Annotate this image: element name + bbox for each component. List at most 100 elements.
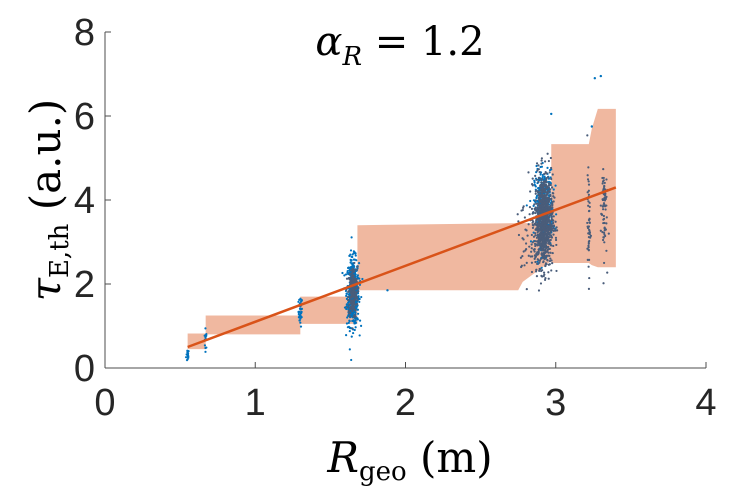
- scatter-point: [588, 239, 591, 243]
- scatter-point: [357, 286, 360, 289]
- scatter-point: [532, 248, 535, 251]
- scatter-point: [535, 210, 539, 213]
- scatter-point: [539, 244, 542, 247]
- scatter-point: [534, 260, 537, 264]
- scatter-point: [587, 189, 590, 192]
- scatter-cluster-9: [599, 168, 610, 285]
- scatter-point: [586, 221, 589, 225]
- scatter-point: [352, 274, 355, 277]
- scatter-point: [550, 224, 553, 227]
- scatter-point: [549, 244, 552, 247]
- scatter-point: [554, 236, 558, 239]
- scatter-point: [548, 199, 551, 202]
- scatter-point: [528, 245, 531, 248]
- scatter-point: [537, 289, 541, 292]
- scatter-point: [349, 305, 352, 309]
- scatter-point: [541, 219, 544, 222]
- scatter-point: [530, 261, 534, 264]
- scatter-point: [347, 321, 350, 324]
- scatter-point: [540, 191, 544, 194]
- scatter-point: [534, 190, 537, 193]
- scatter-point: [589, 234, 593, 237]
- scatter-point: [546, 217, 549, 220]
- scatter-point: [602, 176, 605, 180]
- scatter-point: [540, 177, 543, 181]
- scatter-point: [347, 307, 350, 311]
- scatter-point: [356, 299, 359, 302]
- scatter-point: [548, 184, 551, 187]
- scatter-point: [353, 251, 356, 254]
- scatter-point: [541, 226, 544, 230]
- scatter-point: [534, 234, 537, 237]
- scatter-point: [530, 250, 533, 253]
- scatter-point: [536, 227, 540, 230]
- scatter-point: [532, 235, 536, 238]
- scatter-point: [539, 173, 542, 176]
- scatter-point: [534, 174, 537, 177]
- scatter-point: [533, 183, 536, 186]
- scatter-point: [547, 207, 551, 211]
- scatter-point: [543, 181, 547, 184]
- scatter-point: [299, 325, 303, 328]
- scatter-point: [354, 303, 358, 306]
- scatter-point: [203, 344, 207, 347]
- scatter-point: [602, 221, 605, 225]
- scatter-point: [605, 216, 608, 219]
- scatter-point: [350, 335, 353, 338]
- scatter-point: [544, 172, 548, 175]
- scatter-point: [541, 193, 544, 196]
- scatter-point: [350, 266, 353, 269]
- scatter-point: [353, 311, 357, 314]
- scatter-point: [543, 172, 546, 176]
- scatter-point: [204, 350, 207, 353]
- scatter-point: [588, 205, 591, 209]
- scatter-point: [347, 312, 351, 315]
- scatter-point: [553, 196, 556, 199]
- scatter-point: [528, 205, 532, 209]
- scatter-point: [554, 184, 557, 187]
- scatter-point: [352, 315, 355, 318]
- x-axis-label: Rgeo (m): [326, 433, 492, 486]
- scatter-point: [601, 238, 605, 242]
- scatter-point: [540, 233, 543, 236]
- scatter-point: [552, 229, 555, 233]
- scatter-point: [547, 182, 550, 185]
- scatter-cluster-1: [203, 327, 208, 353]
- scatter-point: [550, 177, 553, 181]
- scatter-point: [601, 198, 604, 201]
- scatter-point: [348, 319, 351, 322]
- x-tick-label: 1: [245, 382, 266, 424]
- scatter-point: [540, 165, 544, 168]
- scatter-point: [534, 211, 537, 215]
- scatter-point: [543, 257, 547, 260]
- scatter-point: [541, 207, 544, 210]
- scatter-point: [542, 251, 546, 254]
- scatter-point: [602, 261, 606, 265]
- scatter-point: [536, 260, 539, 263]
- scatter-point: [545, 206, 548, 209]
- scatter-point: [538, 211, 541, 214]
- scatter-point: [547, 176, 550, 179]
- scatter-point: [360, 295, 363, 299]
- scatter-point: [548, 171, 551, 174]
- scatter-point: [540, 269, 543, 273]
- scatter-point: [525, 248, 528, 251]
- scatter-point: [516, 213, 519, 216]
- scatter-point: [521, 255, 524, 258]
- scatter-point: [552, 215, 555, 218]
- scatter-point: [602, 208, 605, 211]
- scatter-point: [548, 226, 551, 229]
- scatter-point: [543, 273, 546, 276]
- scatter-point: [355, 317, 358, 320]
- scatter-point: [519, 256, 523, 259]
- scatter-point: [586, 191, 589, 194]
- scatter-point: [605, 222, 608, 225]
- scatter-point: [602, 236, 605, 239]
- scatter-point: [525, 204, 528, 207]
- scatter-point: [603, 181, 606, 185]
- scatter-point: [537, 177, 541, 180]
- scatter-point: [587, 218, 591, 222]
- scatter-point: [549, 188, 552, 191]
- scatter-point: [531, 184, 534, 187]
